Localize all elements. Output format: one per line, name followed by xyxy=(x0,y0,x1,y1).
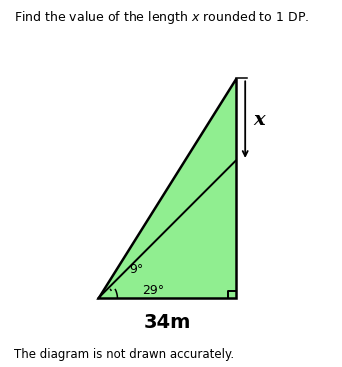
Text: 34m: 34m xyxy=(143,313,190,333)
Text: 9°: 9° xyxy=(129,263,144,276)
Text: 29°: 29° xyxy=(142,284,164,298)
Text: Find the value of the length $x$ rounded to 1 DP.: Find the value of the length $x$ rounded… xyxy=(14,9,309,26)
Text: x: x xyxy=(253,110,265,128)
Polygon shape xyxy=(98,79,236,298)
Text: The diagram is not drawn accurately.: The diagram is not drawn accurately. xyxy=(14,349,234,361)
